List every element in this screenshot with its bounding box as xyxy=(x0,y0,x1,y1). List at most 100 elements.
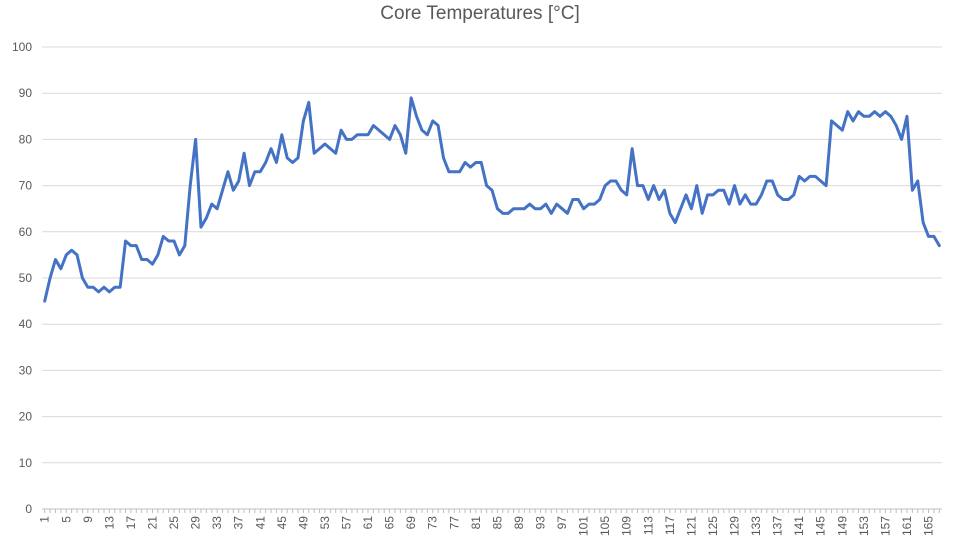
data-point xyxy=(577,198,579,200)
data-point xyxy=(248,184,250,186)
data-point xyxy=(642,184,644,186)
data-point xyxy=(448,171,450,173)
data-point xyxy=(539,208,541,210)
x-tick-label: 17 xyxy=(124,516,138,530)
data-point xyxy=(76,254,78,256)
data-point xyxy=(690,208,692,210)
x-tick-label: 65 xyxy=(383,516,397,530)
x-tick-label: 77 xyxy=(447,516,461,530)
data-point xyxy=(523,208,525,210)
x-tick-label: 5 xyxy=(59,516,73,523)
data-point xyxy=(798,175,800,177)
y-tick-label: 100 xyxy=(12,40,32,54)
data-point xyxy=(216,208,218,210)
x-tick-label: 113 xyxy=(641,516,655,535)
x-tick-label: 121 xyxy=(684,516,698,536)
data-point xyxy=(550,212,552,214)
data-point xyxy=(410,97,412,99)
data-point xyxy=(739,203,741,205)
data-point xyxy=(604,184,606,186)
y-tick-label: 50 xyxy=(19,271,33,285)
data-point xyxy=(361,134,363,136)
data-point xyxy=(124,240,126,242)
data-point xyxy=(938,244,940,246)
data-point xyxy=(70,249,72,251)
data-point xyxy=(652,184,654,186)
data-point xyxy=(744,194,746,196)
data-point xyxy=(399,134,401,136)
data-point xyxy=(119,286,121,288)
y-tick-label: 80 xyxy=(19,132,33,146)
data-point xyxy=(453,171,455,173)
y-tick-label: 0 xyxy=(25,502,32,516)
data-point xyxy=(108,291,110,293)
data-point xyxy=(211,203,213,205)
data-point xyxy=(658,198,660,200)
data-point xyxy=(54,258,56,260)
data-point xyxy=(663,189,665,191)
data-point xyxy=(475,161,477,163)
data-point xyxy=(297,157,299,159)
x-tick-label: 145 xyxy=(814,516,828,536)
data-point xyxy=(194,138,196,140)
data-point xyxy=(884,110,886,112)
x-tick-label: 165 xyxy=(922,516,936,536)
data-point xyxy=(302,120,304,122)
data-point xyxy=(157,254,159,256)
data-point xyxy=(151,263,153,265)
data-point xyxy=(890,115,892,117)
data-point xyxy=(286,157,288,159)
data-point xyxy=(426,134,428,136)
x-tick-label: 81 xyxy=(469,516,483,530)
data-point xyxy=(227,171,229,173)
x-tick-label: 129 xyxy=(728,516,742,536)
data-point xyxy=(766,180,768,182)
data-point xyxy=(458,171,460,173)
data-point xyxy=(647,198,649,200)
data-point xyxy=(324,143,326,145)
data-point xyxy=(167,240,169,242)
data-point xyxy=(232,189,234,191)
x-tick-label: 89 xyxy=(512,516,526,530)
data-point xyxy=(723,189,725,191)
data-point xyxy=(200,226,202,228)
data-point xyxy=(141,258,143,260)
data-point xyxy=(857,110,859,112)
data-point xyxy=(593,203,595,205)
data-point xyxy=(922,221,924,223)
data-point xyxy=(863,115,865,117)
data-point xyxy=(259,171,261,173)
data-point xyxy=(820,180,822,182)
data-point xyxy=(679,208,681,210)
y-tick-label: 40 xyxy=(19,317,33,331)
data-point xyxy=(873,110,875,112)
data-point xyxy=(114,286,116,288)
x-tick-label: 13 xyxy=(102,516,116,530)
data-point xyxy=(917,180,919,182)
x-tick-label: 41 xyxy=(253,516,267,530)
data-point xyxy=(868,115,870,117)
x-tick-label: 93 xyxy=(534,516,548,530)
data-point xyxy=(238,180,240,182)
data-point xyxy=(555,203,557,205)
data-point xyxy=(669,212,671,214)
data-point xyxy=(900,138,902,140)
data-point xyxy=(529,203,531,205)
data-point xyxy=(60,268,62,270)
data-point xyxy=(512,208,514,210)
x-tick-label: 133 xyxy=(749,516,763,536)
data-point xyxy=(221,189,223,191)
x-tick-label: 49 xyxy=(296,516,310,530)
y-tick-label: 70 xyxy=(19,179,33,193)
data-point xyxy=(162,235,164,237)
data-point xyxy=(432,120,434,122)
data-point xyxy=(485,184,487,186)
x-tick-label: 141 xyxy=(792,516,806,536)
data-point xyxy=(582,208,584,210)
data-point xyxy=(636,184,638,186)
data-point xyxy=(130,244,132,246)
data-point xyxy=(496,208,498,210)
data-point xyxy=(146,258,148,260)
x-tick-label: 25 xyxy=(167,516,181,530)
data-point xyxy=(696,184,698,186)
